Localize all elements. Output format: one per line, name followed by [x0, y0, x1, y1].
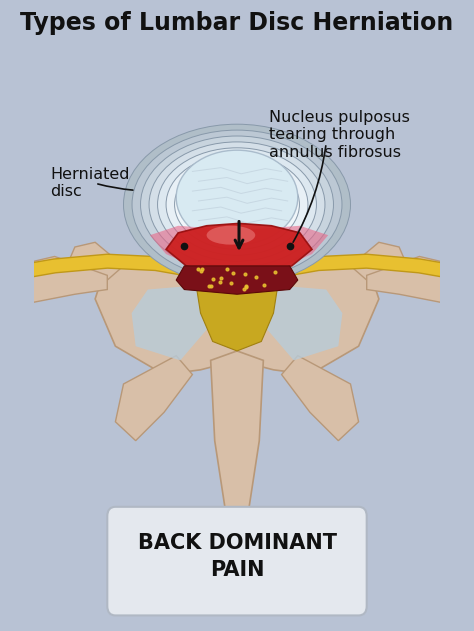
Ellipse shape [132, 130, 342, 279]
Polygon shape [67, 242, 124, 285]
Polygon shape [210, 351, 264, 531]
Text: Types of Lumbar Disc Herniation: Types of Lumbar Disc Herniation [20, 11, 454, 35]
Polygon shape [176, 266, 298, 294]
Ellipse shape [174, 160, 300, 249]
Ellipse shape [176, 150, 298, 245]
FancyBboxPatch shape [107, 507, 367, 615]
Polygon shape [150, 226, 328, 273]
Polygon shape [2, 256, 107, 304]
Text: Nucleus pulposus
tearing through
annulus fibrosus: Nucleus pulposus tearing through annulus… [269, 110, 410, 160]
Ellipse shape [166, 154, 308, 256]
Text: Herniated
disc: Herniated disc [51, 167, 130, 199]
Ellipse shape [140, 136, 334, 273]
Polygon shape [350, 242, 407, 285]
Ellipse shape [149, 142, 325, 267]
Ellipse shape [124, 124, 350, 285]
Polygon shape [265, 285, 342, 360]
Polygon shape [115, 356, 192, 440]
Text: BACK DOMINANT
PAIN: BACK DOMINANT PAIN [137, 533, 337, 580]
Ellipse shape [207, 226, 255, 245]
Polygon shape [282, 356, 359, 440]
Polygon shape [196, 287, 278, 351]
Polygon shape [95, 261, 379, 375]
Ellipse shape [157, 148, 317, 261]
Polygon shape [166, 223, 312, 273]
Polygon shape [132, 285, 209, 360]
Polygon shape [367, 256, 472, 304]
